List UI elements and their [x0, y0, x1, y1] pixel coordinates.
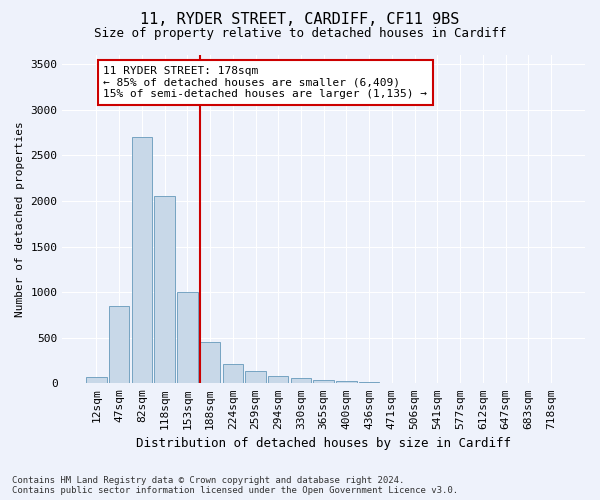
Bar [268, 376, 289, 384]
Bar [200, 342, 220, 384]
Text: Contains HM Land Registry data © Crown copyright and database right 2024.
Contai: Contains HM Land Registry data © Crown c… [12, 476, 458, 495]
Text: 11, RYDER STREET, CARDIFF, CF11 9BS: 11, RYDER STREET, CARDIFF, CF11 9BS [140, 12, 460, 28]
Bar [109, 306, 130, 384]
Bar [86, 378, 107, 384]
Bar [154, 196, 175, 384]
X-axis label: Distribution of detached houses by size in Cardiff: Distribution of detached houses by size … [136, 437, 511, 450]
Bar [131, 137, 152, 384]
Bar [245, 372, 266, 384]
Bar [177, 292, 197, 384]
Text: 11 RYDER STREET: 178sqm
← 85% of detached houses are smaller (6,409)
15% of semi: 11 RYDER STREET: 178sqm ← 85% of detache… [103, 66, 427, 99]
Bar [336, 382, 356, 384]
Bar [313, 380, 334, 384]
Text: Size of property relative to detached houses in Cardiff: Size of property relative to detached ho… [94, 28, 506, 40]
Bar [359, 382, 379, 384]
Y-axis label: Number of detached properties: Number of detached properties [15, 122, 25, 317]
Bar [291, 378, 311, 384]
Bar [223, 364, 243, 384]
